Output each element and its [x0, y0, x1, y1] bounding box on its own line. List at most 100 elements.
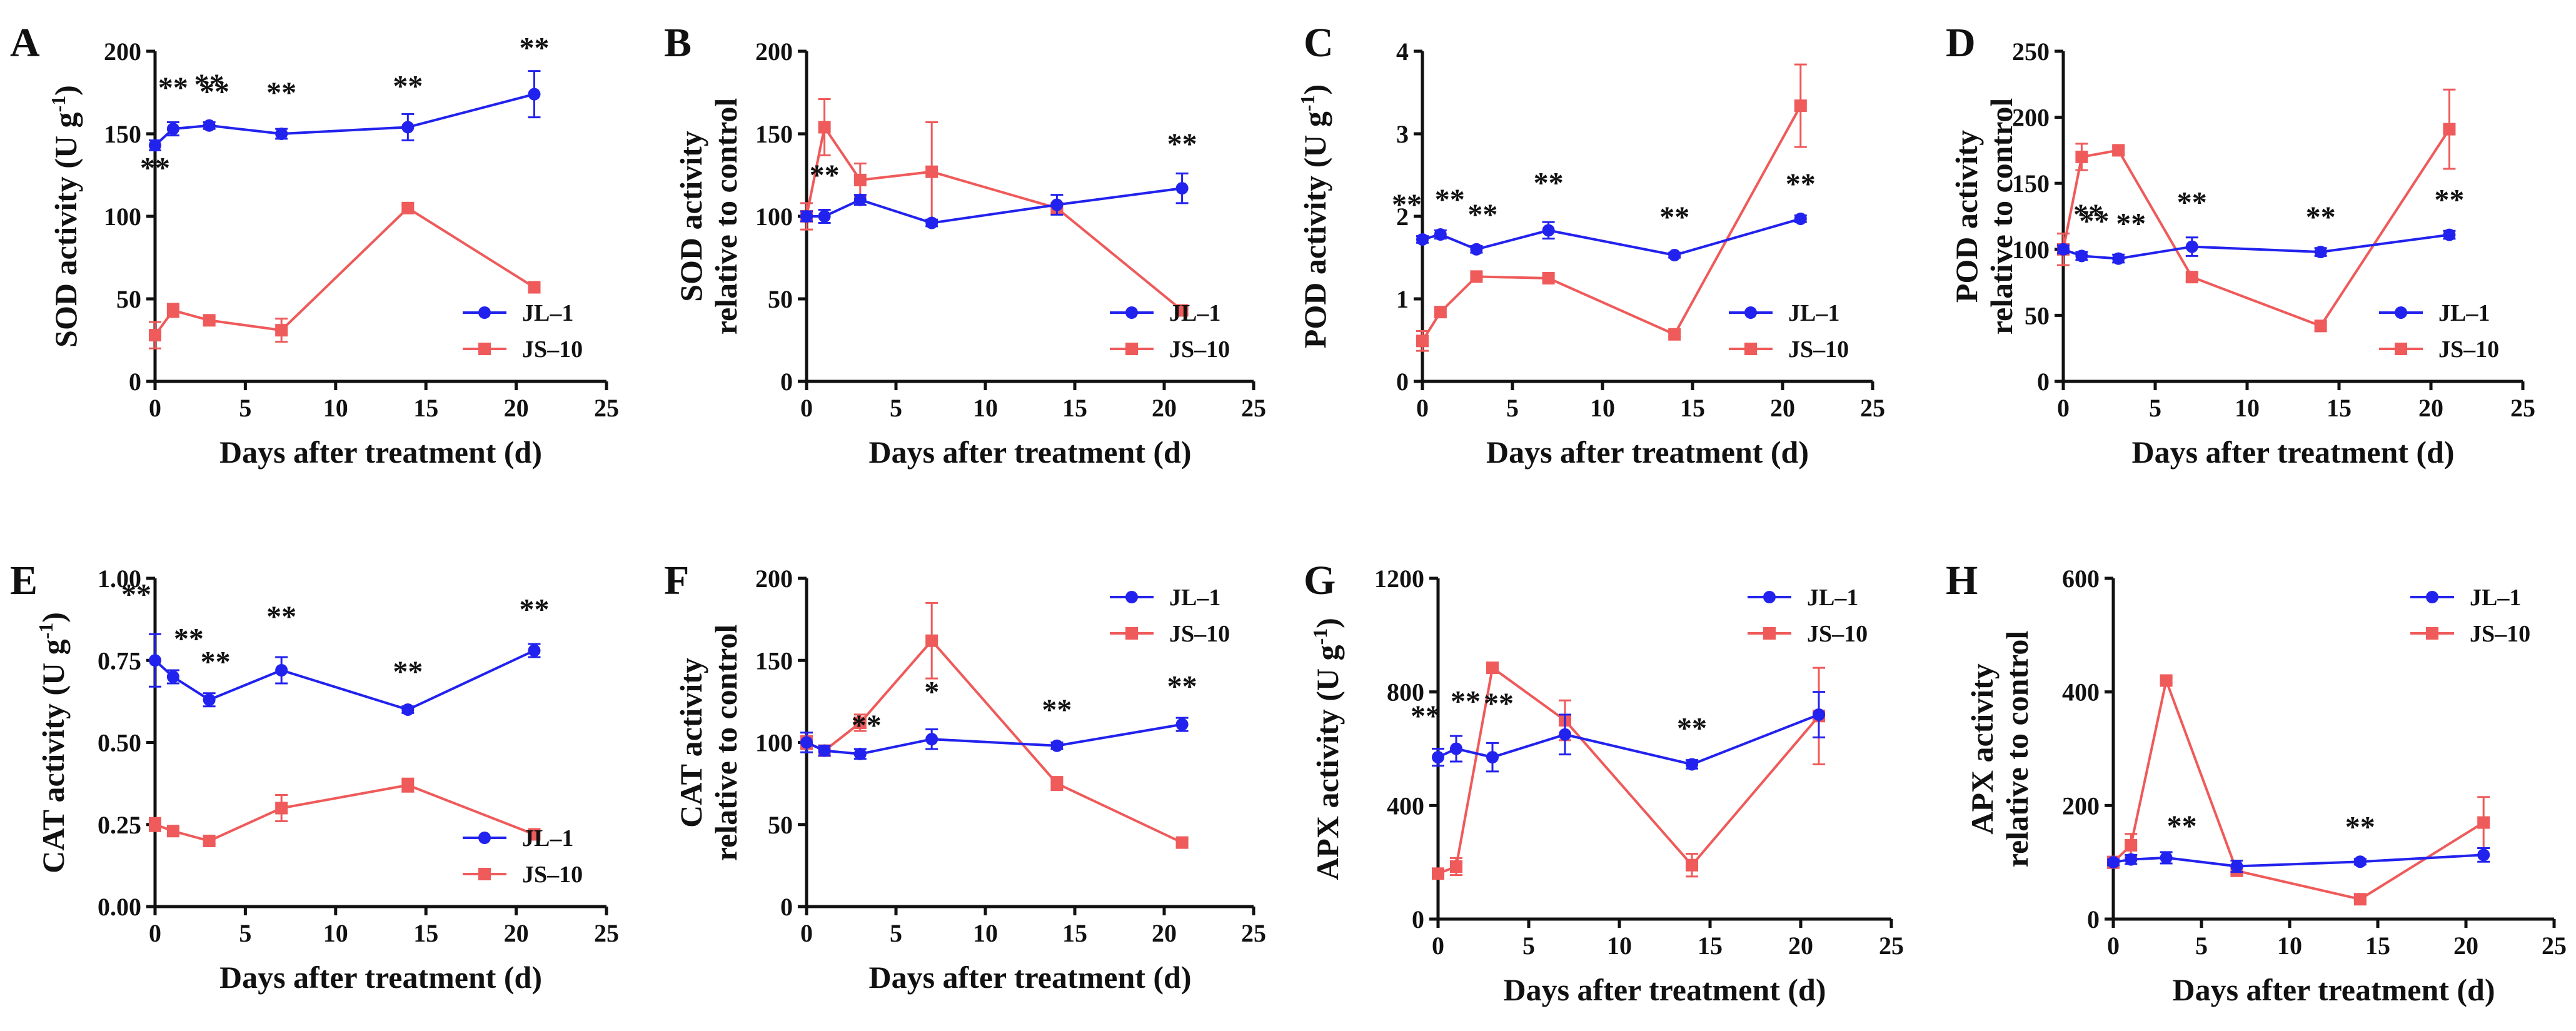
data-point-jl1-C: [1434, 228, 1447, 241]
significance-mark-B: **: [810, 159, 840, 192]
y-tick-label-B: 100: [755, 203, 793, 231]
significance-mark-E: **: [266, 600, 296, 633]
x-tick-label-D: 5: [2149, 394, 2161, 422]
data-point-js10-A: [528, 281, 541, 294]
x-tick-label-B: 15: [1062, 394, 1087, 422]
x-tick-label-B: 10: [973, 394, 998, 422]
x-tick-label-F: 0: [800, 919, 813, 947]
x-tick-label-A: 5: [239, 394, 251, 422]
data-point-jl1-E: [149, 654, 161, 667]
data-point-jl1-D: [2443, 228, 2456, 241]
y-tick-label-H: 600: [2062, 565, 2100, 593]
panel-letter-C: C: [1304, 20, 1334, 66]
legend-label-jl1-E: JL–1: [522, 825, 573, 852]
x-tick-label-B: 25: [1241, 394, 1266, 422]
data-point-jl1-E: [528, 644, 541, 657]
data-point-jl1-C: [1416, 233, 1429, 246]
legend-marker-jl1-B: [1125, 306, 1138, 319]
legend-marker-jl1-E: [478, 832, 491, 844]
data-point-jl1-H: [2107, 856, 2120, 869]
legend-marker-js10-C: [1744, 343, 1757, 355]
significance-mark-G: **: [1677, 712, 1707, 745]
x-tick-label-E: 5: [239, 919, 251, 947]
x-tick-label-G: 5: [1522, 932, 1535, 960]
y-tick-label-G: 800: [1387, 678, 1424, 707]
x-tick-label-H: 10: [2277, 932, 2302, 960]
significance-mark-E: **: [121, 578, 151, 611]
legend-label-js10-C: JS–10: [1788, 336, 1849, 363]
x-tick-label-G: 0: [1432, 932, 1444, 960]
panel-E: E 0 5 10 15 20 25 0.00 0.25 0.50 0.75 1.00 Days afte…: [10, 558, 619, 995]
series-line-js10-B: [805, 124, 1183, 312]
x-tick-label-B: 20: [1152, 394, 1177, 422]
significance-mark-C: **: [1786, 168, 1816, 201]
data-point-js10-D: [2075, 150, 2088, 163]
significance-mark-A: **: [158, 71, 188, 104]
y-tick-label-A: 50: [116, 285, 141, 313]
panel-letter-D: D: [1946, 20, 1976, 66]
data-point-js10-E: [203, 835, 216, 847]
y-tick-label-A: 0: [129, 368, 141, 396]
y-tick-label-D: 150: [2012, 169, 2050, 198]
y-tick-label-F: 100: [755, 729, 793, 757]
y-tick-label-D: 100: [2012, 236, 2050, 264]
series-line-js10-H: [2112, 676, 2485, 901]
y-tick-label-E: 1.00: [98, 565, 141, 593]
x-tick-label-A: 20: [504, 394, 529, 422]
data-point-js10-B: [818, 121, 831, 134]
data-point-js10-C: [1668, 328, 1681, 341]
data-point-jl1-B: [1175, 182, 1189, 195]
legend-label-jl1-H: JL–1: [2470, 585, 2521, 611]
y-tick-label-C: 4: [1396, 38, 1409, 66]
significance-mark-C: **: [1534, 166, 1564, 199]
panel-letter-A: A: [10, 20, 40, 66]
data-point-js10-B: [925, 165, 938, 178]
data-point-jl1-F: [853, 747, 867, 760]
data-point-jl1-F: [818, 744, 831, 757]
significance-mark-A: **: [266, 76, 296, 109]
series-line-js10-E: [154, 783, 535, 843]
panel-letter-G: G: [1304, 558, 1336, 603]
legend-label-js10-H: JS–10: [2470, 621, 2530, 647]
significance-mark-F: **: [852, 709, 882, 742]
data-point-js10-C: [1416, 334, 1429, 348]
significance-mark-A: **: [199, 75, 229, 108]
y-tick-label-A: 150: [104, 120, 141, 148]
legend-marker-jl1-A: [478, 306, 491, 319]
data-point-jl1-E: [203, 693, 216, 707]
significance-mark-H: **: [2167, 810, 2197, 843]
data-point-js10-E: [166, 825, 179, 838]
y-tick-label-E: 0.50: [98, 729, 141, 757]
significance-mark-A: **: [519, 32, 549, 65]
data-point-js10-H: [2353, 893, 2367, 906]
significance-mark-D: **: [2177, 186, 2207, 219]
y-axis-title-C: POD activity (U g-1): [1296, 84, 1332, 348]
significance-mark-C: **: [1392, 188, 1422, 221]
data-point-js10-F: [1050, 777, 1064, 790]
y-tick-label-F: 0: [780, 893, 793, 921]
y-tick-label-B: 50: [768, 285, 793, 313]
x-tick-label-E: 0: [149, 919, 161, 947]
legend-label-js10-D: JS–10: [2438, 336, 2499, 363]
data-point-js10-A: [401, 201, 415, 214]
legend-marker-js10-D: [2395, 343, 2407, 355]
x-tick-label-G: 20: [1788, 932, 1813, 960]
data-point-js10-D: [2314, 319, 2327, 333]
legend-label-jl1-F: JL–1: [1169, 585, 1220, 611]
significance-mark-D: **: [2079, 204, 2109, 238]
y-tick-label-H: 200: [2062, 792, 2100, 820]
y-axis-title-H: APX activityrelative to control: [1965, 631, 2035, 868]
significance-mark-E: **: [393, 655, 423, 688]
y-tick-label-F: 200: [755, 565, 793, 593]
significance-mark-D: **: [2306, 201, 2336, 234]
data-point-jl1-E: [401, 703, 415, 716]
data-point-jl1-B: [818, 210, 831, 223]
significance-mark-C: **: [1467, 198, 1497, 231]
data-point-jl1-F: [1175, 718, 1189, 731]
data-point-js10-H: [2160, 674, 2173, 687]
significance-mark-E: **: [519, 593, 549, 626]
data-point-jl1-B: [1050, 198, 1064, 211]
data-point-jl1-G: [1559, 728, 1571, 741]
legend-label-jl1-A: JL–1: [522, 300, 573, 326]
x-tick-label-F: 15: [1062, 919, 1087, 947]
